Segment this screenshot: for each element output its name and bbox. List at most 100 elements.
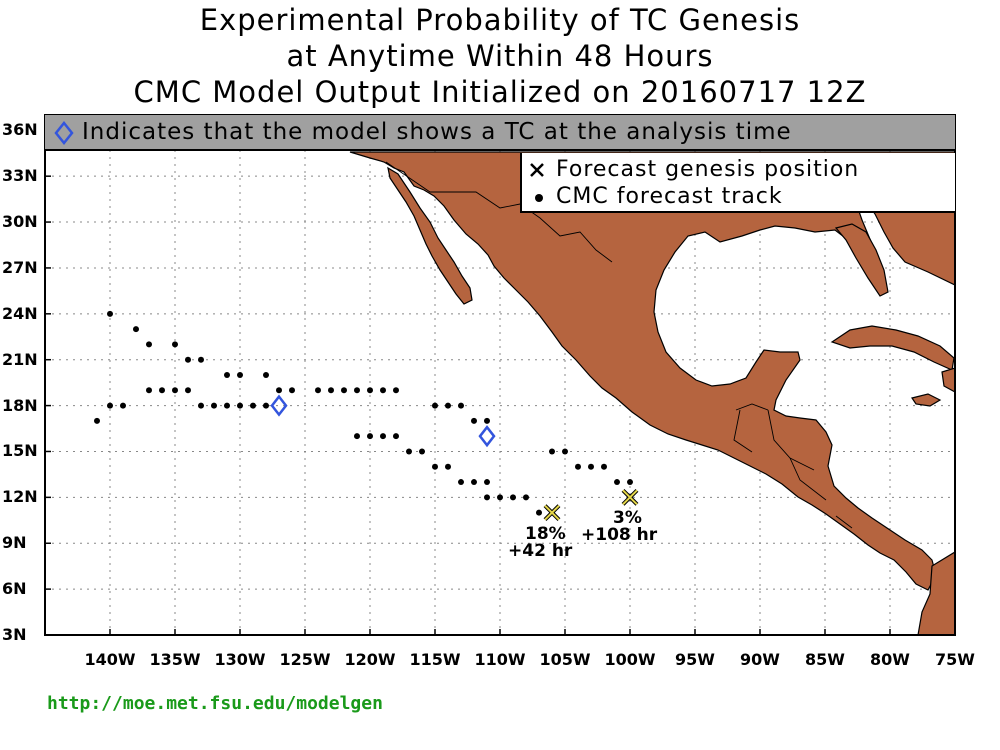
- lon-tick-label: 100W: [604, 650, 656, 669]
- genesis-prob-label: 3%: [613, 508, 642, 528]
- track-point: [328, 387, 334, 394]
- track-point: [354, 433, 360, 440]
- lon-tick-label: 110W: [474, 650, 526, 669]
- track-point: [159, 387, 165, 394]
- track-point: [172, 387, 178, 394]
- track-point: [211, 402, 217, 409]
- lat-tick-label: 36N: [2, 120, 38, 140]
- track-point: [172, 341, 178, 348]
- track-point: [367, 387, 373, 394]
- track-point: [549, 448, 555, 455]
- track-point: [224, 402, 230, 409]
- genesis-cross-marker: [543, 504, 561, 522]
- genesis-cross-marker: [621, 488, 639, 506]
- lat-tick-label: 3N: [2, 625, 27, 644]
- land-cuba: [830, 325, 955, 371]
- lat-tick-label: 9N: [2, 533, 27, 553]
- track-point: [510, 494, 516, 501]
- track-point: [432, 463, 438, 470]
- analysis-diamond-marker: [478, 425, 496, 448]
- lat-tick-label: 33N: [2, 166, 38, 186]
- lon-tick-label: 115W: [409, 650, 461, 669]
- lon-tick-label: 135W: [149, 650, 201, 669]
- track-point: [263, 372, 269, 378]
- lat-tick-label: 6N: [2, 579, 27, 599]
- analysis-diamond-marker: [270, 394, 288, 417]
- track-point: [107, 402, 113, 409]
- track-point: [185, 387, 191, 394]
- lon-tick-label: 80W: [870, 650, 910, 669]
- chart-title-line2: at Anytime Within 48 Hours: [286, 39, 714, 73]
- track-point: [484, 417, 490, 424]
- lat-tick-label: 15N: [2, 441, 38, 461]
- track-point: [562, 448, 568, 455]
- genesis-time-label: +108 hr: [581, 525, 658, 545]
- track-point: [523, 494, 529, 501]
- genesis-prob-label: 18%: [525, 524, 566, 544]
- track-point: [237, 372, 243, 378]
- track-point: [393, 387, 399, 394]
- track-point: [94, 417, 100, 424]
- track-point: [185, 356, 191, 363]
- track-point: [484, 479, 490, 486]
- track-point: [484, 494, 490, 501]
- lon-tick-label: 85W: [805, 650, 845, 669]
- lon-tick-label: 95W: [675, 650, 715, 669]
- track-point: [575, 463, 581, 470]
- chart-title-line1: Experimental Probability of TC Genesis: [199, 3, 801, 37]
- lon-tick-label: 90W: [740, 650, 780, 669]
- chart-title-line3: CMC Model Output Initialized on 20160717…: [133, 75, 867, 109]
- track-point: [419, 448, 425, 455]
- track-point: [458, 402, 464, 409]
- track-point: [614, 479, 620, 486]
- track-point: [250, 402, 256, 409]
- land-hispaniola: [941, 367, 956, 394]
- track-point: [133, 326, 139, 333]
- legend-genesis-label: Forecast genesis position: [556, 157, 860, 182]
- track-point: [380, 433, 386, 440]
- track-point: [393, 433, 399, 440]
- track-point: [601, 463, 607, 470]
- diamond-icon: [54, 121, 74, 145]
- analysis-banner-text: Indicates that the model shows a TC at t…: [82, 119, 792, 145]
- land-baja: [387, 166, 473, 305]
- track-point: [354, 387, 360, 394]
- track-point: [627, 479, 633, 486]
- track-point: [497, 494, 503, 501]
- land-florida: [834, 223, 889, 297]
- track-point: [445, 463, 451, 470]
- analysis-marker-layer: [270, 394, 496, 448]
- track-point: [146, 387, 152, 394]
- dot-icon: [535, 194, 543, 202]
- source-url-link[interactable]: http://moe.met.fsu.edu/modelgen: [47, 693, 383, 714]
- track-point: [276, 387, 282, 394]
- track-point: [146, 341, 152, 348]
- track-point: [458, 479, 464, 486]
- track-point: [237, 402, 243, 409]
- land-mainland: [349, 151, 956, 591]
- analysis-banner: [45, 115, 955, 151]
- lon-tick-label: 140W: [84, 650, 136, 669]
- track-point: [107, 310, 113, 317]
- lon-tick-label: 120W: [344, 650, 396, 669]
- track-point: [471, 479, 477, 486]
- track-point: [224, 372, 230, 378]
- track-point: [471, 417, 477, 424]
- lat-tick-label: 18N: [2, 395, 38, 415]
- lon-tick-label: 125W: [279, 650, 331, 669]
- legend: [520, 153, 955, 213]
- lat-tick-label: 24N: [2, 303, 38, 323]
- lat-tick-label: 21N: [2, 349, 38, 369]
- land-layer: [349, 151, 956, 636]
- cross-icon: [530, 163, 544, 177]
- track-point: [367, 433, 373, 440]
- track-point: [198, 402, 204, 409]
- lat-tick-label: 12N: [2, 487, 38, 507]
- track-point: [588, 463, 594, 470]
- track-point: [380, 387, 386, 394]
- track-point: [432, 402, 438, 409]
- track-point: [341, 387, 347, 394]
- track-point: [198, 356, 204, 363]
- track-point: [263, 402, 269, 409]
